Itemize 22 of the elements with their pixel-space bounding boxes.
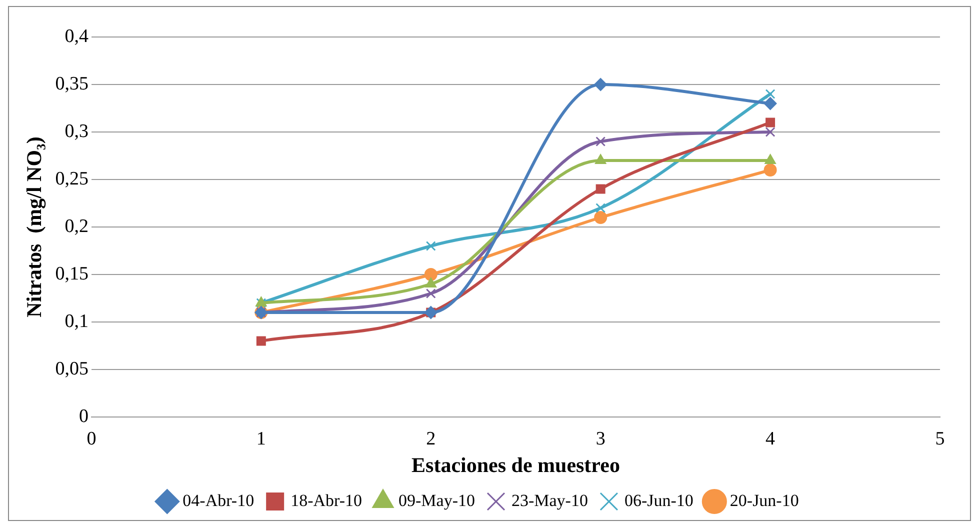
y-axis-title: Nitratos (mg/l NO₃)	[22, 136, 46, 318]
y-tick-label: 0	[78, 406, 88, 427]
y-tick-label: 0,35	[55, 73, 88, 94]
x-tick-label: 5	[935, 428, 945, 450]
legend-label: 23-May-10	[511, 490, 588, 510]
y-tick-label: 0,4	[64, 26, 89, 47]
legend-label: 06-Jun-10	[624, 490, 694, 510]
y-tick-label: 0,15	[55, 263, 88, 284]
x-tick-label: 1	[256, 428, 266, 450]
x-tick-label: 2	[426, 428, 436, 450]
y-tick-label: 0,2	[64, 216, 88, 237]
y-tick-label: 0,25	[55, 168, 88, 190]
x-tick-label: 3	[596, 428, 606, 450]
x-tick-label: 4	[766, 428, 776, 450]
y-tick-label: 0,05	[55, 358, 88, 380]
legend-label: 20-Jun-10	[730, 490, 799, 510]
legend-label: 18-Abr-10	[290, 490, 362, 510]
y-tick-label: 0,1	[64, 310, 88, 332]
legend-label: 04-Abr-10	[182, 490, 254, 510]
legend-label: 09-May-10	[398, 490, 475, 510]
x-axis-title: Estaciones de muestreo	[412, 452, 620, 477]
y-tick-label: 0,3	[64, 120, 88, 142]
